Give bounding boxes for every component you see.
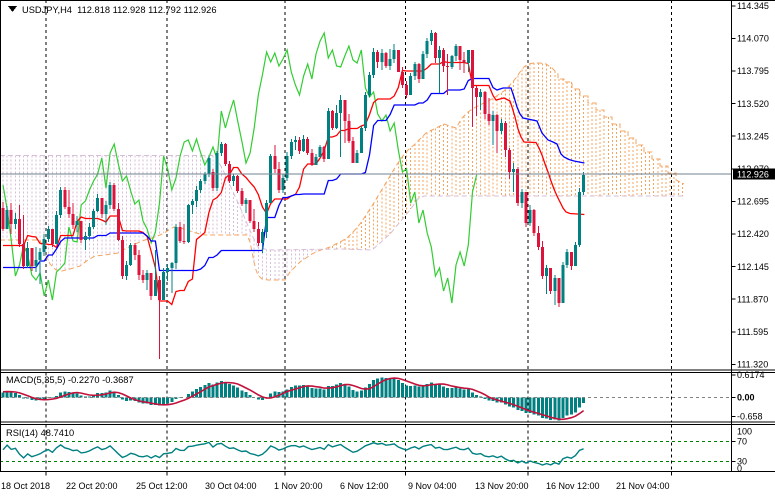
svg-text:112.420: 112.420 (737, 229, 769, 239)
svg-text:0: 0 (737, 464, 742, 474)
svg-text:113.245: 113.245 (737, 131, 769, 141)
svg-text:22 Oct 20:00: 22 Oct 20:00 (66, 481, 118, 491)
svg-text:111.595: 111.595 (737, 327, 768, 337)
svg-text:6 Nov 12:00: 6 Nov 12:00 (340, 481, 389, 491)
svg-text:113.520: 113.520 (737, 99, 769, 109)
svg-text:18 Oct 2018: 18 Oct 2018 (1, 481, 50, 491)
svg-text:111.320: 111.320 (737, 360, 768, 370)
svg-text:21 Nov 04:00: 21 Nov 04:00 (616, 481, 670, 491)
svg-text:1 Nov 20:00: 1 Nov 20:00 (274, 481, 323, 491)
svg-text:112.695: 112.695 (737, 197, 769, 207)
svg-text:0.6174: 0.6174 (737, 370, 765, 380)
svg-text:RSI(14) 48.7410: RSI(14) 48.7410 (6, 428, 74, 438)
svg-text:114.070: 114.070 (737, 34, 769, 44)
svg-text:25 Oct 12:00: 25 Oct 12:00 (136, 481, 188, 491)
svg-text:112.145: 112.145 (737, 262, 769, 272)
svg-text:70: 70 (737, 437, 747, 447)
svg-text:-0.658: -0.658 (737, 412, 763, 422)
svg-text:114.345: 114.345 (737, 1, 769, 11)
svg-text:30 Oct 04:00: 30 Oct 04:00 (205, 481, 257, 491)
svg-text:113.795: 113.795 (737, 66, 769, 76)
svg-text:13 Nov 20:00: 13 Nov 20:00 (475, 481, 529, 491)
svg-text:112.926: 112.926 (737, 170, 769, 180)
svg-text:100: 100 (737, 427, 752, 437)
svg-text:0.00: 0.00 (737, 393, 755, 403)
svg-text:USDJPY,H4 112.818 112.928 112: USDJPY,H4 112.818 112.928 112.792 112.92… (22, 5, 217, 15)
svg-text:MACD(5,35,5) -0.2270 -0.3687: MACD(5,35,5) -0.2270 -0.3687 (6, 375, 134, 385)
svg-text:30: 30 (737, 457, 747, 467)
svg-text:16 Nov 12:00: 16 Nov 12:00 (546, 481, 600, 491)
svg-text:9 Nov 04:00: 9 Nov 04:00 (408, 481, 457, 491)
svg-text:111.870: 111.870 (737, 294, 768, 304)
